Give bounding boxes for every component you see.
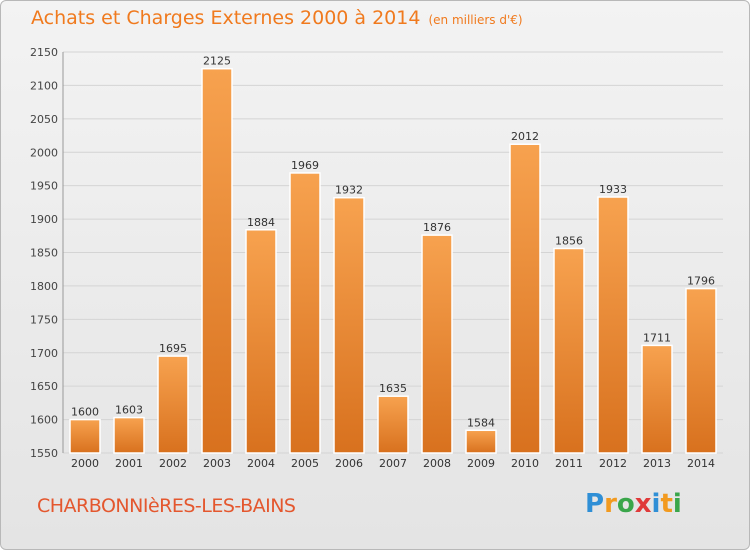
x-tick-label: 2007 xyxy=(379,457,407,470)
bar-value-label: 1603 xyxy=(115,404,143,417)
x-tick-label: 2012 xyxy=(599,457,627,470)
y-tick-label: 2150 xyxy=(30,46,58,59)
bar-value-label: 2125 xyxy=(203,55,231,68)
chart-subtitle: (en milliers d'€) xyxy=(428,13,523,27)
y-tick-label: 1600 xyxy=(30,414,58,427)
bar-value-label: 1796 xyxy=(687,275,715,288)
bar-2001 xyxy=(113,416,145,454)
bar-2003 xyxy=(201,67,233,454)
bar-chart: 1550 1600 1650 1700 1750 1800 1850 1900 1950 2000… xyxy=(30,46,723,470)
x-tick-label: 2004 xyxy=(247,457,275,470)
x-tick-label: 2011 xyxy=(555,457,583,470)
bar-2002 xyxy=(157,355,189,454)
logo-letter: P xyxy=(585,489,605,519)
bar-2006 xyxy=(333,196,365,454)
logo-letter: i xyxy=(651,489,661,519)
bar-2014 xyxy=(685,287,717,454)
logo-letter: x xyxy=(634,489,652,519)
y-axis: 1550 1600 1650 1700 1750 1800 1850 1900 1950 2000… xyxy=(30,46,64,460)
bar-2008 xyxy=(421,234,453,454)
bar-value-label: 1876 xyxy=(423,221,451,234)
bars: 1600 1603 1695 2125 1884 1969 1932 1635 1876 1584… xyxy=(69,55,717,454)
x-tick-label: 2009 xyxy=(467,457,495,470)
y-tick-label: 1900 xyxy=(30,213,58,226)
x-tick-label: 2005 xyxy=(291,457,319,470)
bar-2009 xyxy=(465,429,497,454)
bar-value-label: 1933 xyxy=(599,183,627,196)
bar-2010 xyxy=(509,143,541,454)
x-tick-label: 2010 xyxy=(511,457,539,470)
logo-letter: t xyxy=(660,489,673,519)
y-tick-label: 1700 xyxy=(30,347,58,360)
x-tick-label: 2014 xyxy=(687,457,715,470)
bar-2004 xyxy=(245,229,277,454)
x-tick-label: 2013 xyxy=(643,457,671,470)
logo-letter: i xyxy=(672,489,682,519)
y-tick-label: 1950 xyxy=(30,180,58,193)
x-tick-label: 2008 xyxy=(423,457,451,470)
bar-value-label: 1695 xyxy=(159,342,187,355)
bar-value-label: 1932 xyxy=(335,184,363,197)
chart-title: Achats et Charges Externes 2000 à 2014 (e… xyxy=(31,7,523,29)
bar-2013 xyxy=(641,344,673,454)
y-tick-label: 2000 xyxy=(30,146,58,159)
bar-value-label: 1711 xyxy=(643,331,671,344)
proxiti-logo: Proxiti xyxy=(585,489,682,519)
bar-2007 xyxy=(377,395,409,454)
bar-2000 xyxy=(69,418,101,454)
logo-letter: o xyxy=(616,489,635,519)
bar-value-label: 1600 xyxy=(71,406,99,419)
y-tick-label: 2050 xyxy=(30,113,58,126)
bar-2005 xyxy=(289,172,321,454)
x-axis: 2000 2001 2002 2003 2004 2005 2006 2007 2008 2009… xyxy=(71,457,715,470)
title-text: Achats et Charges Externes 2000 à 2014 xyxy=(31,7,421,29)
y-tick-label: 1850 xyxy=(30,247,58,260)
bar-value-label: 1856 xyxy=(555,234,583,247)
bar-value-label: 2012 xyxy=(511,130,539,143)
bar-2012 xyxy=(597,196,629,454)
y-tick-label: 1650 xyxy=(30,380,58,393)
bar-value-label: 1635 xyxy=(379,382,407,395)
y-tick-label: 1800 xyxy=(30,280,58,293)
x-tick-label: 2001 xyxy=(115,457,143,470)
y-tick-label: 1750 xyxy=(30,313,58,326)
logo-letter: r xyxy=(604,489,617,519)
x-tick-label: 2000 xyxy=(71,457,99,470)
x-tick-label: 2002 xyxy=(159,457,187,470)
town-name: CHARBONNIèRES-LES-BAINS xyxy=(37,495,296,517)
bar-value-label: 1884 xyxy=(247,216,275,229)
x-tick-label: 2003 xyxy=(203,457,231,470)
bar-value-label: 1969 xyxy=(291,159,319,172)
y-tick-label: 1550 xyxy=(30,447,58,460)
y-tick-label: 2100 xyxy=(30,79,58,92)
bar-2011 xyxy=(553,247,585,454)
bar-value-label: 1584 xyxy=(467,416,495,429)
x-tick-label: 2006 xyxy=(335,457,363,470)
